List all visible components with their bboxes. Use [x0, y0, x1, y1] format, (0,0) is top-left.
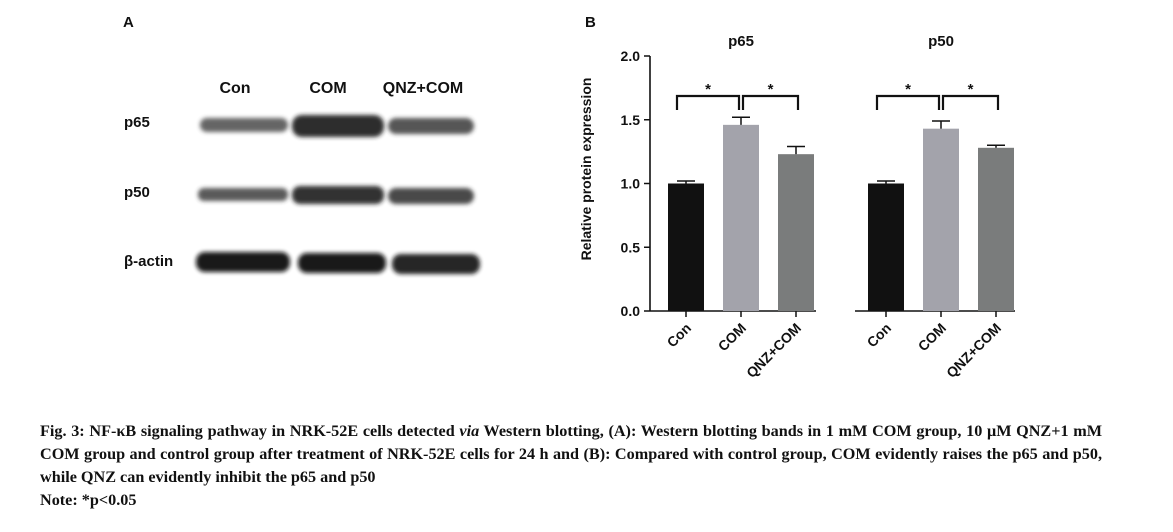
caption-note: Note: *p<0.05 — [40, 491, 137, 509]
y-tick-label: 1.0 — [621, 176, 641, 192]
bar — [778, 154, 814, 311]
significance-bracket — [941, 94, 1000, 110]
bar — [668, 183, 704, 311]
caption-text-1: NF-κB signaling pathway in NRK-52E cells… — [84, 422, 460, 440]
band-actin-qnz-com — [392, 254, 480, 274]
y-tick-label: 1.5 — [621, 112, 641, 128]
y-tick-label: 0.0 — [621, 303, 641, 319]
significance-star: * — [968, 81, 974, 98]
blot-bands — [196, 115, 480, 274]
significance-bracket — [675, 94, 741, 110]
x-tick-label: Con — [864, 320, 895, 351]
x-tick-label: QNZ+COM — [743, 320, 804, 381]
row-label-p65: p65 — [124, 114, 150, 131]
y-tick-label: 2.0 — [621, 48, 641, 64]
caption-italic: via — [459, 422, 480, 440]
x-tick-label: Con — [664, 320, 695, 351]
band-p65-con — [200, 118, 288, 132]
band-p50-con — [198, 188, 288, 201]
bar — [978, 147, 1014, 311]
lane-label-qnz-com: QNZ+COM — [382, 80, 464, 97]
band-p50-com — [292, 186, 384, 204]
band-actin-com — [298, 253, 386, 273]
band-p65-qnz-com — [388, 118, 474, 134]
significance-bracket — [741, 94, 800, 110]
y-tick-label: 0.5 — [621, 239, 641, 255]
caption-text-2: Western blotting, (A): Western blotting … — [40, 422, 1102, 486]
group-title: p65 — [728, 33, 754, 50]
y-axis-label: Relative protein expression — [578, 78, 594, 261]
figure-caption: Fig. 3: NF-κB signaling pathway in NRK-5… — [40, 420, 1102, 512]
significance-star: * — [768, 81, 774, 98]
row-label-p50: p50 — [124, 184, 150, 201]
panel-a-label: A — [123, 14, 134, 31]
significance-star: * — [905, 81, 911, 98]
band-actin-con — [196, 252, 290, 272]
lane-label-con: Con — [219, 80, 251, 97]
band-p50-qnz-com — [388, 188, 474, 204]
x-tick-label: COM — [915, 320, 949, 354]
row-label-beta-actin: β-actin — [124, 253, 174, 270]
lane-label-com: COM — [309, 80, 347, 97]
bar — [923, 128, 959, 311]
caption-body: Fig. 3: NF-κB signaling pathway in NRK-5… — [40, 420, 1102, 489]
panel-b-label: B — [585, 14, 596, 31]
caption-fig-label: Fig. 3: — [40, 422, 85, 440]
bar — [723, 124, 759, 311]
significance-bracket — [875, 94, 941, 110]
bar — [868, 183, 904, 311]
western-blot-panel: Con COM QNZ+COM p65 p50 β-actin — [0, 0, 520, 320]
group-title: p50 — [928, 33, 954, 50]
significance-star: * — [705, 81, 711, 98]
bar-chart: 0.0 0.5 1.0 1.5 2.0 Relative protein expressi… — [578, 33, 1015, 381]
band-p65-com — [292, 115, 384, 137]
x-tick-label: COM — [715, 320, 749, 354]
x-tick-label: QNZ+COM — [943, 320, 1004, 381]
